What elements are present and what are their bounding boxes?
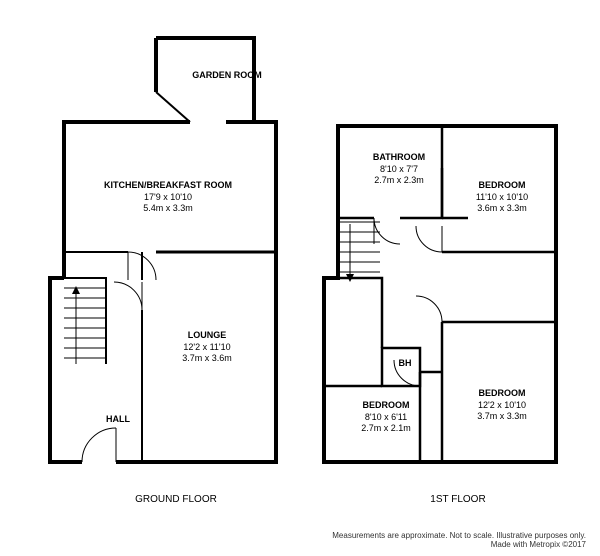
ground-floor-title-text: GROUND FLOOR: [135, 494, 217, 505]
footer-disclaimer: Measurements are approximate. Not to sca…: [332, 531, 586, 550]
bh-label-text: BH: [399, 358, 412, 368]
hall-label-text: HALL: [106, 414, 130, 424]
lounge-dim-metric: 3.7m x 3.6m: [152, 353, 262, 365]
bedroom1-label-text: BEDROOM: [479, 180, 526, 190]
bathroom-dim-metric: 2.7m x 2.3m: [354, 175, 444, 187]
bh-label: BH: [390, 358, 420, 370]
footer-line1: Measurements are approximate. Not to sca…: [332, 531, 586, 541]
bedroom3-label: BEDROOM 8'10 x 6'11 2.7m x 2.1m: [336, 400, 436, 435]
bedroom2-label: BEDROOM 12'2 x 10'10 3.7m x 3.3m: [452, 388, 552, 423]
bedroom2-dim-imperial: 12'2 x 10'10: [452, 400, 552, 412]
bedroom1-label: BEDROOM 11'10 x 10'10 3.6m x 3.3m: [452, 180, 552, 215]
bedroom3-label-text: BEDROOM: [363, 400, 410, 410]
bedroom2-dim-metric: 3.7m x 3.3m: [452, 411, 552, 423]
hall-label: HALL: [88, 414, 148, 426]
garden-room-label: GARDEN ROOM: [172, 70, 282, 82]
lounge-label-text: LOUNGE: [188, 330, 227, 340]
bedroom1-dim-imperial: 11'10 x 10'10: [452, 192, 552, 204]
bathroom-label-text: BATHROOM: [373, 152, 425, 162]
bathroom-label: BATHROOM 8'10 x 7'7 2.7m x 2.3m: [354, 152, 444, 187]
ground-floor-plan: [46, 34, 291, 466]
kitchen-label-text: KITCHEN/BREAKFAST ROOM: [104, 180, 232, 190]
bathroom-dim-imperial: 8'10 x 7'7: [354, 164, 444, 176]
kitchen-dim-imperial: 17'9 x 10'10: [78, 192, 258, 204]
first-floor-title: 1ST FLOOR: [398, 494, 518, 505]
floorplan-canvas: GARDEN ROOM KITCHEN/BREAKFAST ROOM 17'9 …: [0, 0, 600, 556]
bedroom1-dim-metric: 3.6m x 3.3m: [452, 203, 552, 215]
bedroom3-dim-imperial: 8'10 x 6'11: [336, 412, 436, 424]
lounge-label: LOUNGE 12'2 x 11'10 3.7m x 3.6m: [152, 330, 262, 365]
ground-floor-title: GROUND FLOOR: [116, 494, 236, 505]
bedroom2-label-text: BEDROOM: [479, 388, 526, 398]
first-floor-title-text: 1ST FLOOR: [430, 494, 485, 505]
footer-line2: Made with Metropix ©2017: [332, 540, 586, 550]
kitchen-label: KITCHEN/BREAKFAST ROOM 17'9 x 10'10 5.4m…: [78, 180, 258, 215]
garden-label-text: GARDEN ROOM: [192, 70, 262, 80]
kitchen-dim-metric: 5.4m x 3.3m: [78, 203, 258, 215]
bedroom3-dim-metric: 2.7m x 2.1m: [336, 423, 436, 435]
lounge-dim-imperial: 12'2 x 11'10: [152, 342, 262, 354]
